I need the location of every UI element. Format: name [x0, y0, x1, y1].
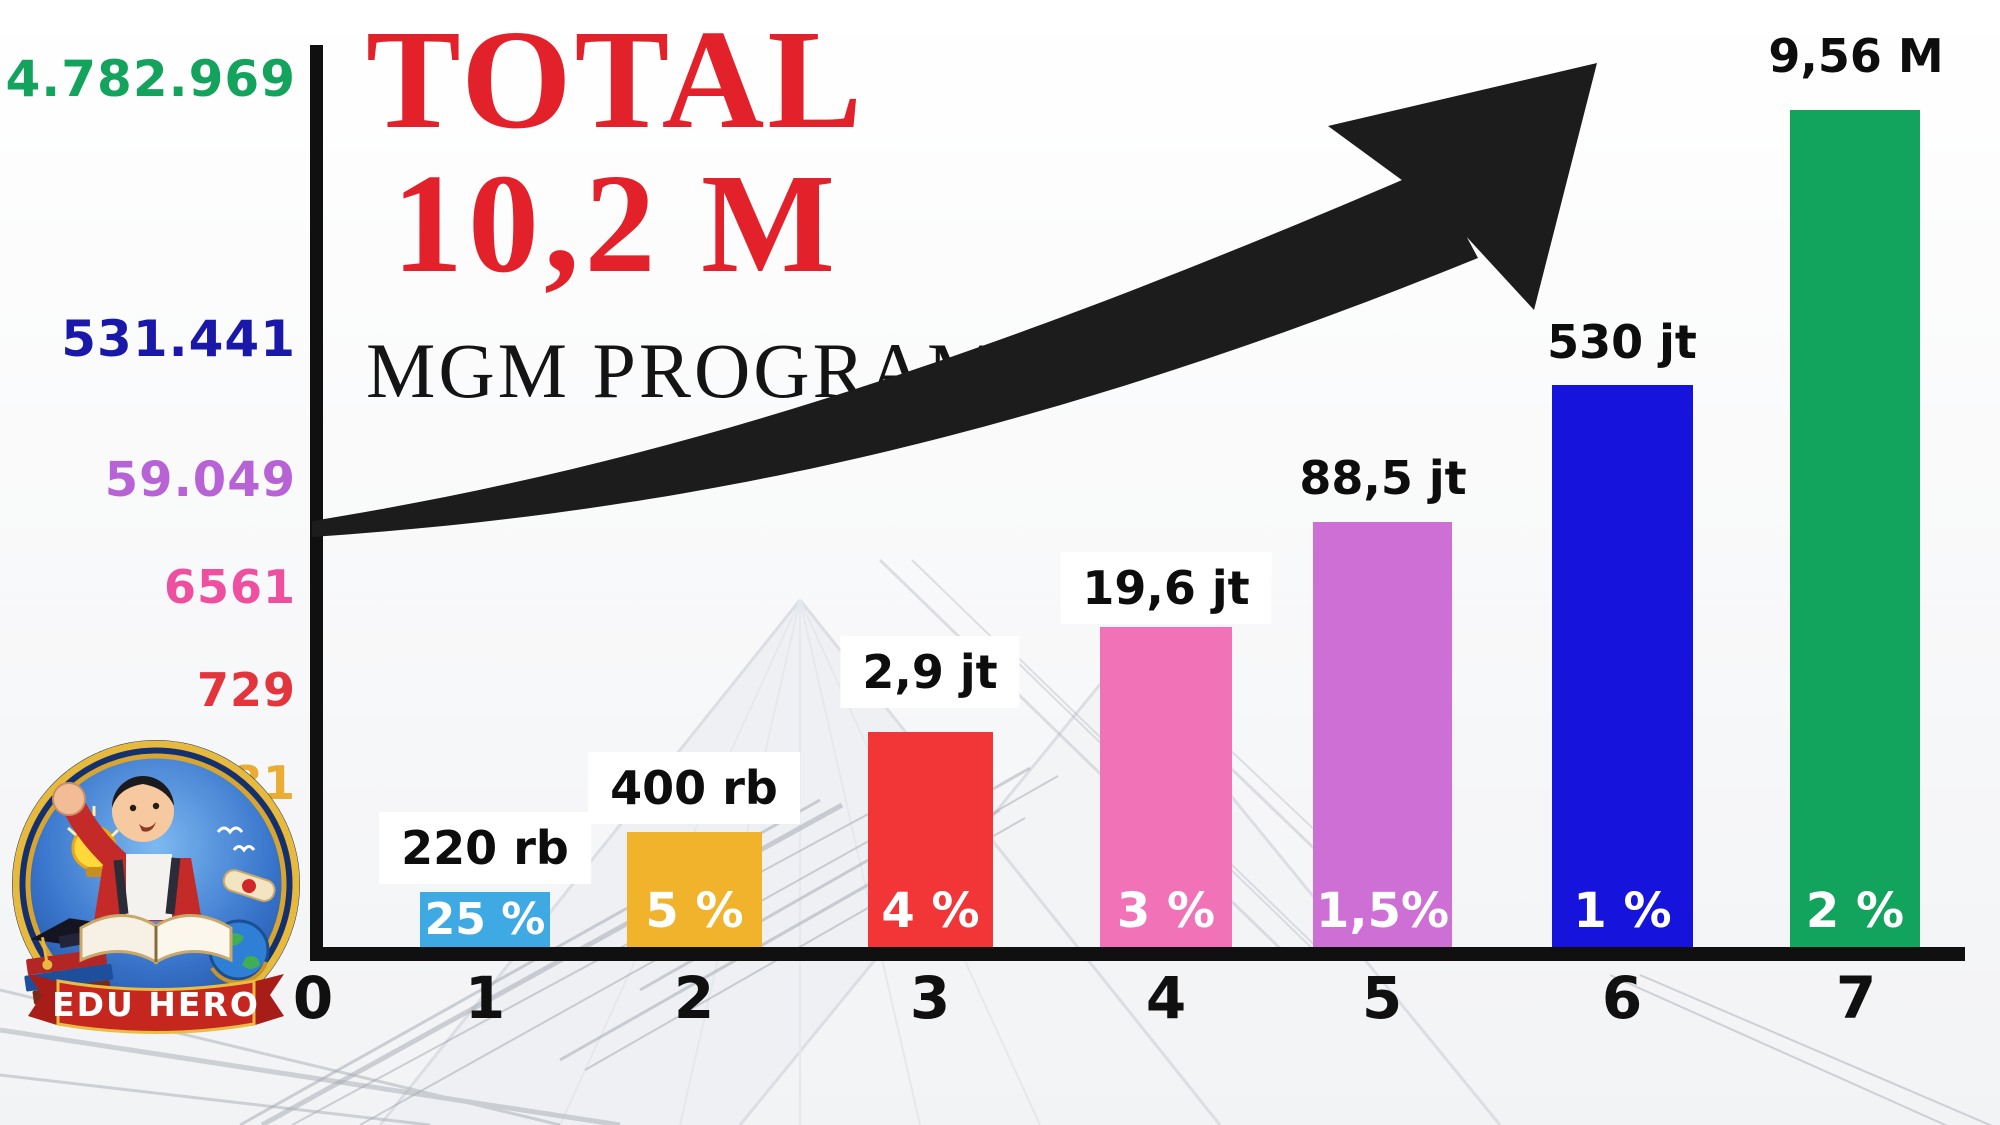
title-amount: 10,2 M [392, 144, 841, 302]
bar-2-percent: 5 % [645, 883, 744, 939]
x-axis-label-6: 6 [1601, 964, 1643, 1032]
logo-banner: EDU HERO [28, 974, 284, 1034]
y-axis-label-531441: 531.441 [61, 310, 296, 368]
x-axis-label-4: 4 [1145, 964, 1187, 1032]
x-axis-line [310, 947, 1965, 961]
logo-banner-text: EDU HERO [52, 985, 260, 1024]
student-figure [52, 775, 233, 965]
birds-icon [216, 826, 256, 853]
bar-5-percent: 1,5% [1315, 883, 1450, 939]
diploma-icon [222, 869, 276, 902]
bar-level-2: 5 % [627, 832, 762, 947]
x-axis-label-2: 2 [673, 964, 715, 1032]
bar-7-percent: 2 % [1805, 883, 1905, 939]
x-axis-label-0: 0 [292, 964, 334, 1032]
bar-4-percent: 3 % [1116, 883, 1216, 939]
y-axis-label-6561: 6561 [163, 560, 296, 614]
x-axis-label-5: 5 [1361, 964, 1403, 1032]
bar-1-percent: 25 % [424, 894, 546, 945]
bar-6-amount-label: 530 jt [1547, 315, 1697, 369]
edu-hero-logo: EDU HERO [12, 740, 300, 1034]
title-total: TOTAL [366, 0, 866, 158]
bar-5-amount-label: 88,5 jt [1299, 451, 1467, 505]
y-axis-label-59049: 59.049 [104, 452, 296, 508]
bar-6-percent: 1 % [1573, 883, 1672, 939]
bar-3-amount-label: 2,9 jt [840, 636, 1020, 708]
bar-level-6: 1 % [1552, 385, 1693, 947]
subtitle-program: MGM PROGRAM [366, 327, 1000, 414]
bar-1-amount-label: 220 rb [379, 812, 591, 884]
bar-2-amount-label: 400 rb [588, 752, 800, 824]
x-axis-label-1: 1 [464, 964, 506, 1032]
bar-level-1: 25 % [420, 892, 550, 947]
bar-7-amount-label: 9,56 M [1768, 29, 1944, 83]
bar-level-7: 2 % [1790, 110, 1920, 947]
y-axis-label-729: 729 [196, 663, 296, 717]
bar-4-amount-label: 19,6 jt [1060, 552, 1272, 624]
bar-level-5: 1,5% [1313, 522, 1452, 947]
bar-level-3: 4 % [868, 732, 993, 947]
y-axis-label-4782969: 4.782.969 [5, 50, 296, 108]
y-axis-line [310, 45, 323, 961]
x-axis-label-3: 3 [909, 964, 951, 1032]
bar-level-4: 3 % [1100, 627, 1232, 947]
x-axis-label-7: 7 [1835, 964, 1877, 1032]
bar-3-percent: 4 % [881, 883, 980, 939]
